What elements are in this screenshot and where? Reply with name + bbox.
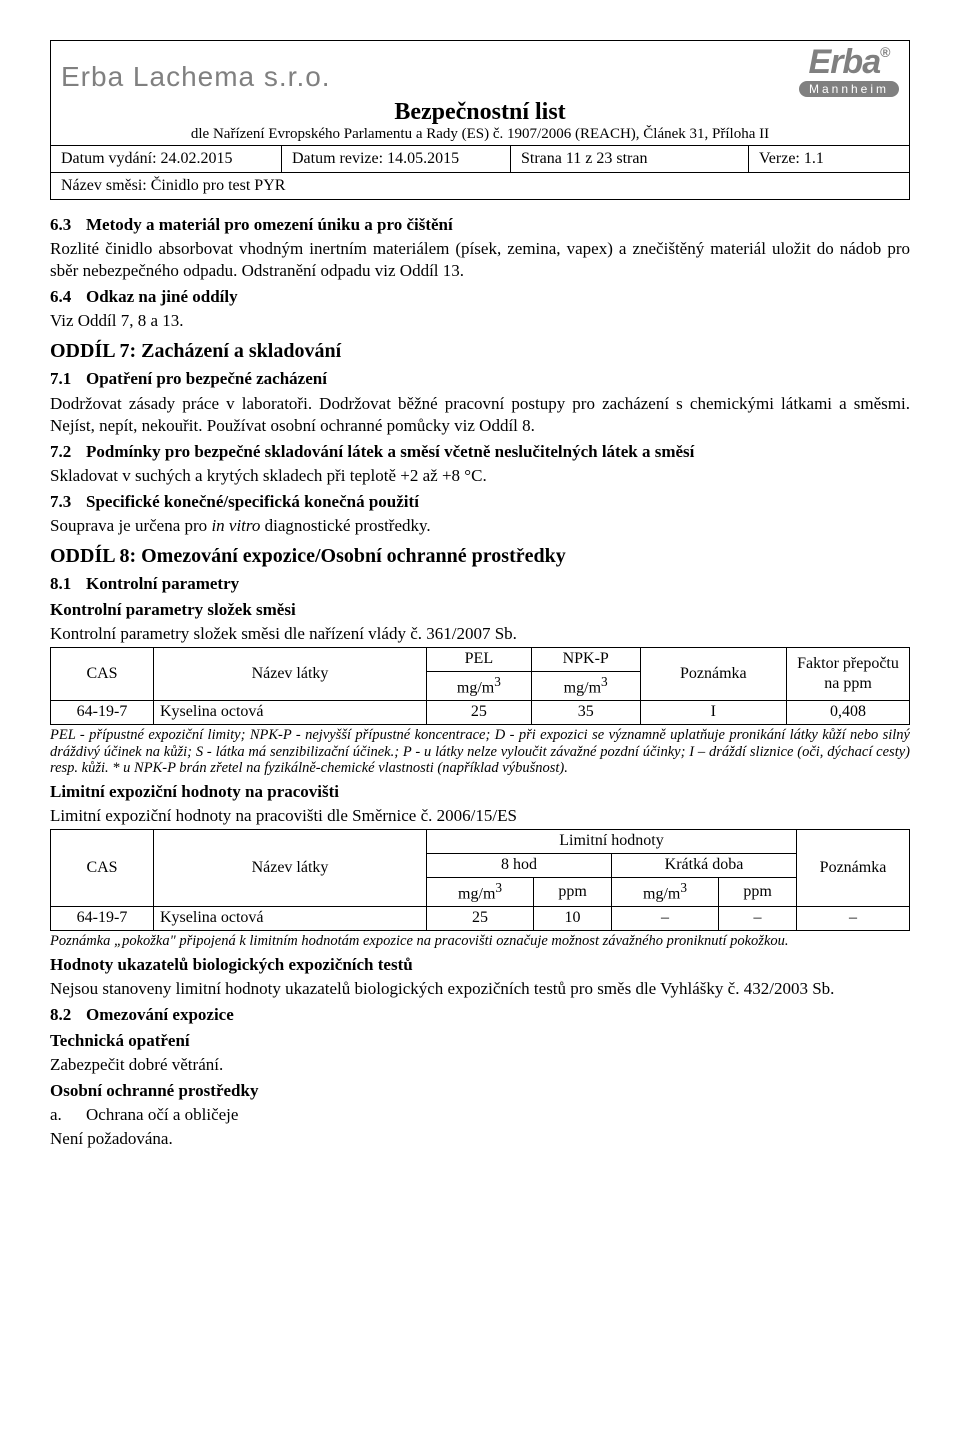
document-header: Erba Lachema s.r.o. Erba® Mannheim Bezpe… [50,40,910,200]
meta-row: Datum vydání: 24.02.2015 Datum revize: 1… [51,145,909,172]
tech-measures-heading: Technická opatření [50,1030,910,1052]
section-7-3-heading: 7.3 Specifické konečné/specifická konečn… [50,491,910,513]
ppe-heading: Osobní ochranné prostředky [50,1080,910,1102]
limit-values-body: Limitní expoziční hodnoty na pracovišti … [50,805,910,827]
table-row: CAS Název látky PEL NPK-P Poznámka Fakto… [51,648,910,672]
control-params-heading: Kontrolní parametry složek směsi [50,599,910,621]
mixture-name: Název směsi: Činidlo pro test PYR [51,172,909,199]
section-7-1-body: Dodržovat zásady práce v laboratoři. Dod… [50,393,910,437]
control-params-table: CAS Název látky PEL NPK-P Poznámka Fakto… [50,647,910,725]
brand-logo: Erba® Mannheim [799,45,899,97]
page: Erba Lachema s.r.o. Erba® Mannheim Bezpe… [0,0,960,1202]
bio-heading: Hodnoty ukazatelů biologických expoziční… [50,954,910,976]
section-8-1-heading: 8.1 Kontrolní parametry [50,573,910,595]
document-title: Bezpečnostní list [61,99,899,126]
section-7-heading: ODDÍL 7: Zacházení a skladování [50,338,910,364]
bio-body: Nejsou stanoveny limitní hodnoty ukazate… [50,978,910,1000]
logo-subtext: Mannheim [799,81,899,97]
ppe-item-a: a. Ochrana očí a obličeje [50,1104,910,1126]
section-7-1-heading: 7.1 Opatření pro bezpečné zacházení [50,368,910,390]
limit-values-table: CAS Název látky Limitní hodnoty Poznámka… [50,829,910,931]
section-8-heading: ODDÍL 8: Omezování expozice/Osobní ochra… [50,543,910,569]
company-name: Erba Lachema s.r.o. [61,45,331,93]
section-7-3-body: Souprava je určena pro in vitro diagnost… [50,515,910,537]
page-number: Strana 11 z 23 stran [511,146,749,172]
section-6-3-body: Rozlité činidlo absorbovat vhodným inert… [50,238,910,282]
section-7-2-body: Skladovat v suchých a krytých skladech p… [50,465,910,487]
section-6-4-heading: 6.4 Odkaz na jiné oddíly [50,286,910,308]
control-params-body: Kontrolní parametry složek směsi dle nař… [50,623,910,645]
document-body: 6.3 Metody a materiál pro omezení úniku … [50,200,910,1150]
table-row: CAS Název látky Limitní hodnoty Poznámka [51,830,910,854]
table-row: 64-19-7 Kyselina octová 25 10 – – – [51,907,910,931]
issue-date: Datum vydání: 24.02.2015 [51,146,282,172]
version: Verze: 1.1 [749,146,909,172]
section-6-4-body: Viz Oddíl 7, 8 a 13. [50,310,910,332]
revision-date: Datum revize: 14.05.2015 [282,146,511,172]
limit-values-heading: Limitní expoziční hodnoty na pracovišti [50,781,910,803]
registered-icon: ® [880,44,889,60]
section-7-2-heading: 7.2 Podmínky pro bezpečné skladování lát… [50,441,910,463]
table-row: 64-19-7 Kyselina octová 25 35 I 0,408 [51,701,910,725]
tech-measures-body: Zabezpečit dobré větrání. [50,1054,910,1076]
table2-footnote: Poznámka „pokožka" připojená k limitním … [50,933,910,950]
document-subtitle: dle Nařízení Evropského Parlamentu a Rad… [61,126,899,143]
logo-text: Erba [809,43,881,81]
table1-footnote: PEL - přípustné expoziční limity; NPK-P … [50,727,910,777]
section-6-3-heading: 6.3 Metody a materiál pro omezení úniku … [50,214,910,236]
section-8-2-heading: 8.2 Omezování expozice [50,1004,910,1026]
ppe-item-a-body: Není požadována. [50,1128,910,1150]
